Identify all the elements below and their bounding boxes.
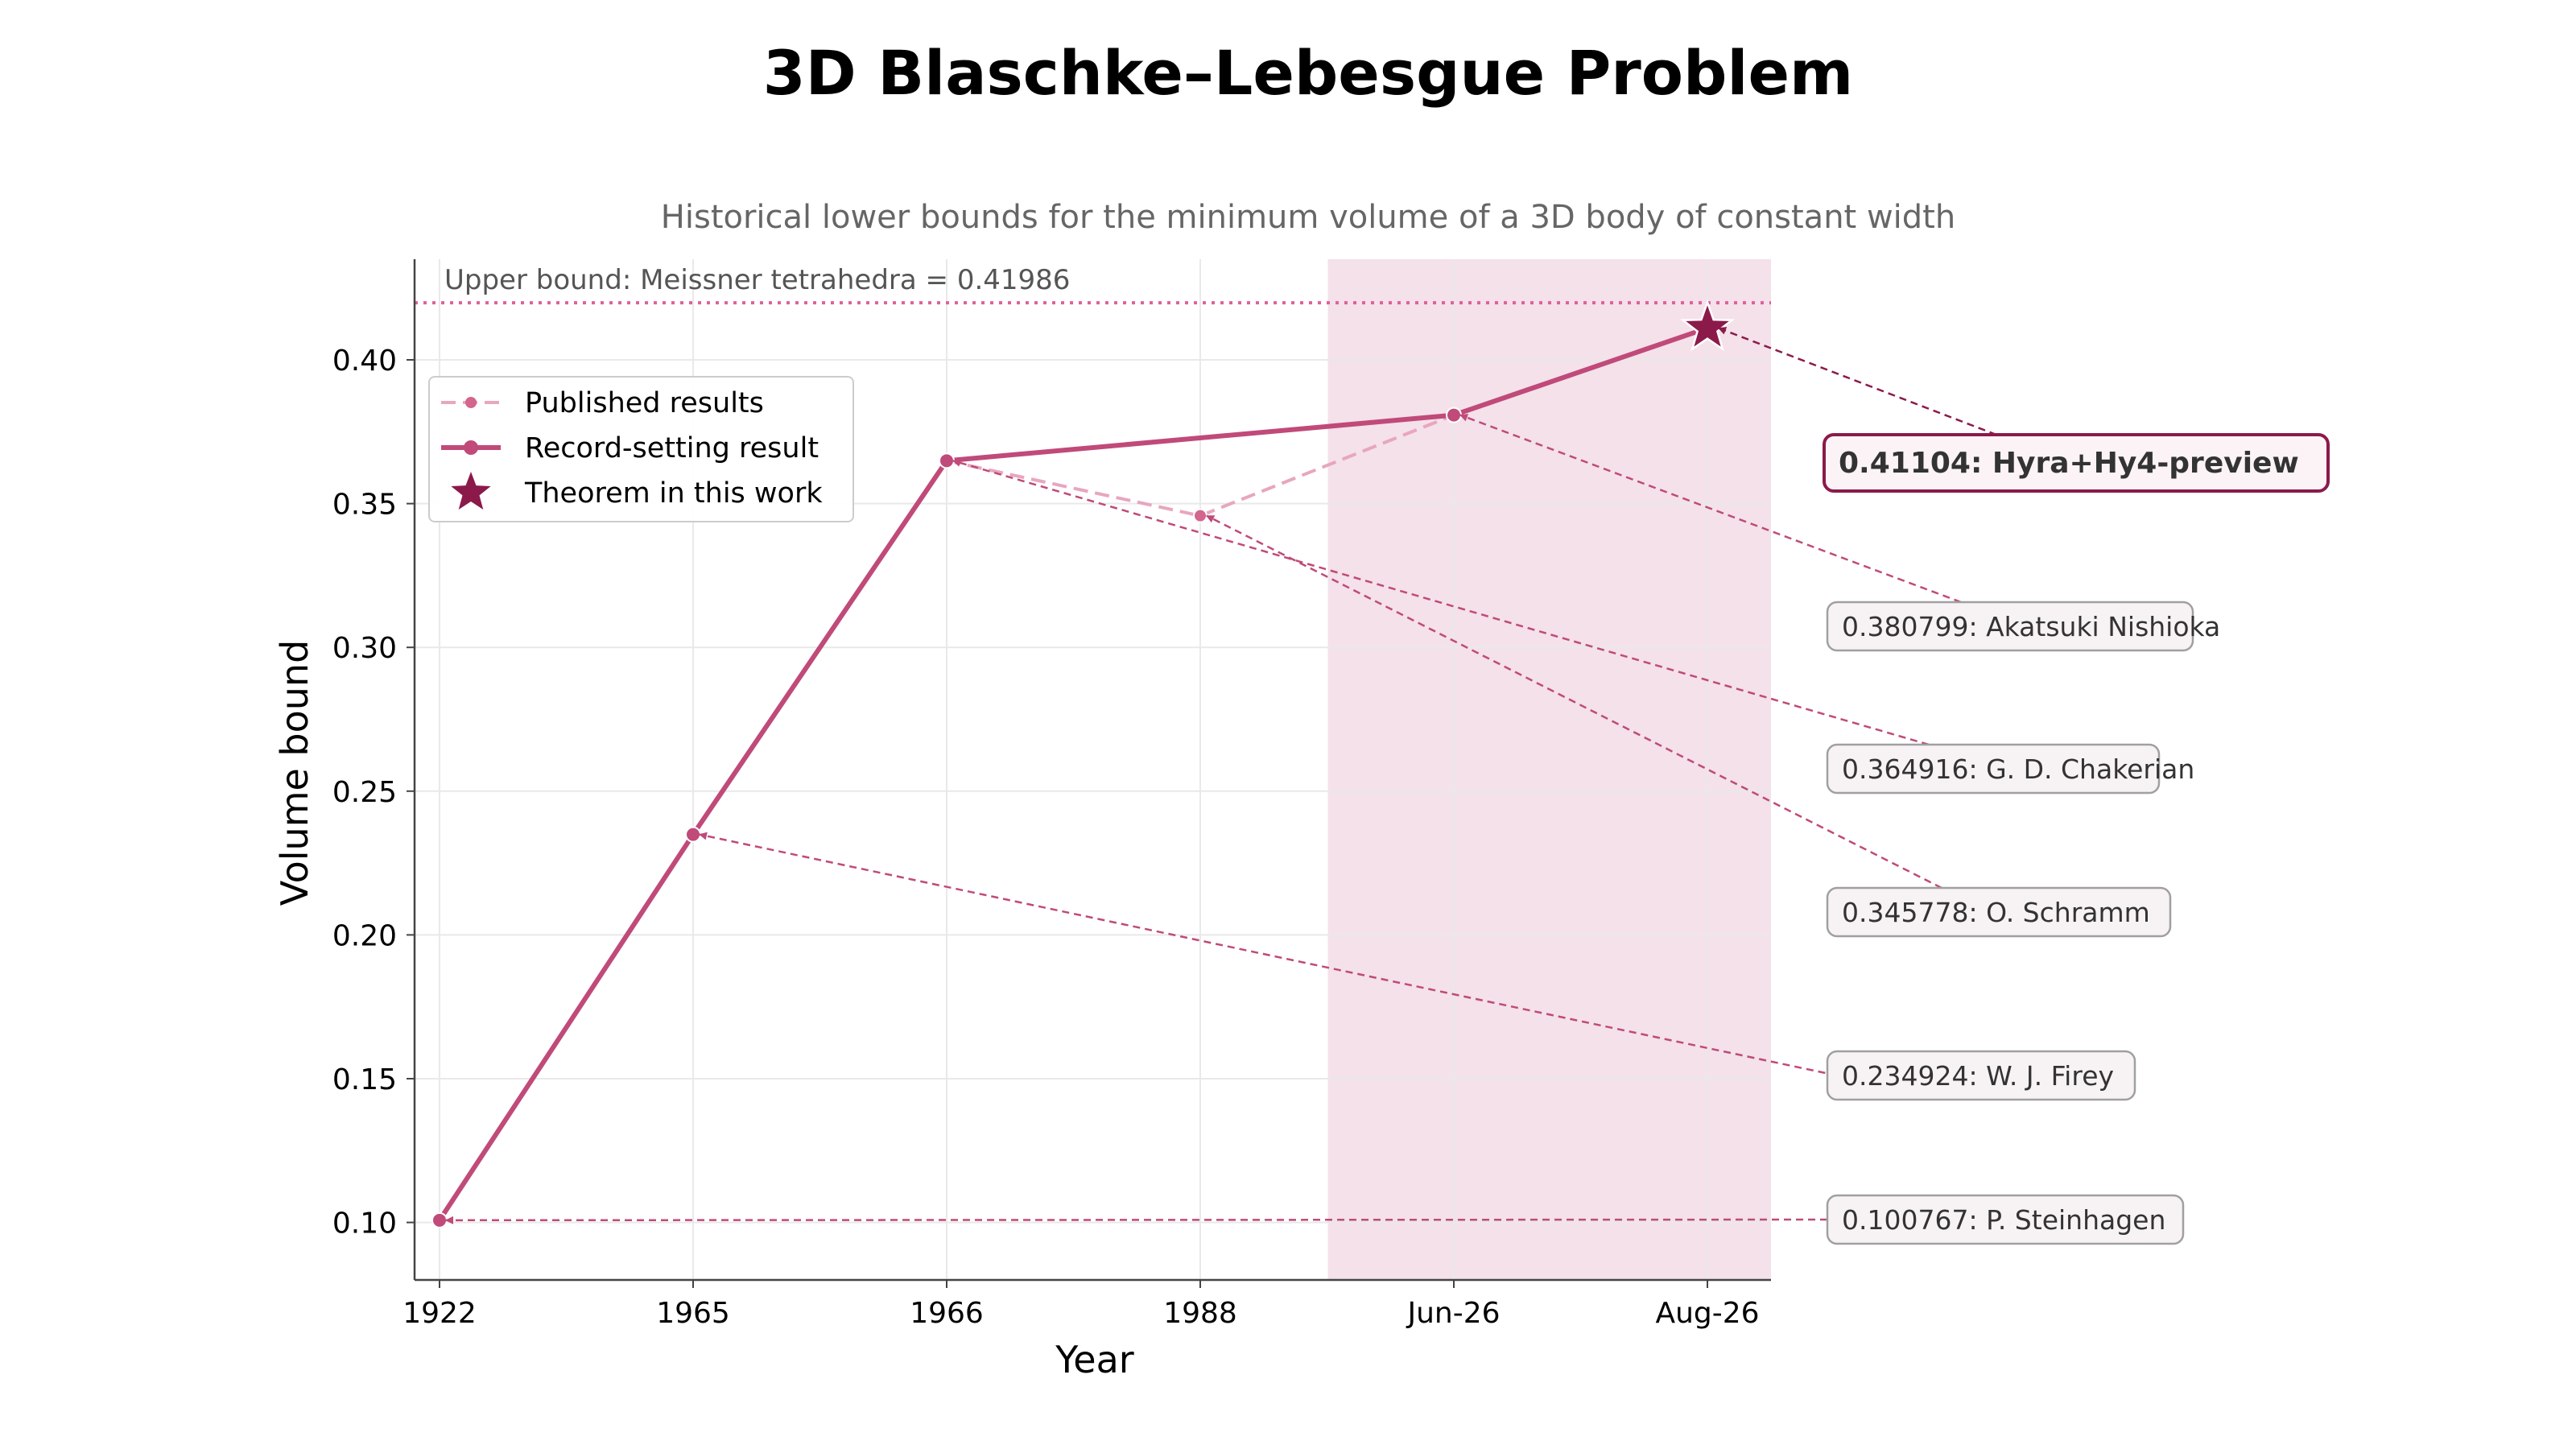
- annotation-box-layer: 0.41104: Hyra+Hy4-preview 0.380799: Akats…: [1823, 433, 2330, 1245]
- annotation-box-akatsuki-nishioka: [1826, 601, 2194, 652]
- annotation-arrow-akatsuki-nishioka: [1459, 414, 1962, 604]
- annotation-arrow-hyra-hy4-preview: [1718, 327, 1997, 436]
- x-tick-label-aug-26: Aug-26: [1655, 1297, 1759, 1330]
- annotation-label-p-steinhagen: 0.100767: P. Steinhagen: [1842, 1204, 2165, 1236]
- annotation-box-g-d-chakerian: [1826, 743, 2161, 795]
- annotation-label-hyra-hy4-preview: 0.41104: Hyra+Hy4-preview: [1839, 447, 2299, 480]
- y-tick-label-0-35: 0.35: [332, 489, 397, 522]
- legend-label-theorem: Theorem in this work: [524, 477, 823, 510]
- highlight-region: [1327, 259, 1771, 1280]
- record-point-1922: [431, 1212, 448, 1228]
- y-tick-label-0-25: 0.25: [332, 776, 397, 809]
- annotation-box-o-schramm: [1826, 886, 2172, 938]
- x-tick-label-1922: 1922: [402, 1297, 477, 1330]
- highlight-region-layer: [1327, 259, 1771, 1280]
- x-tick-label-jun-26: Jun-26: [1406, 1297, 1500, 1330]
- y-tick-label-0-40: 0.40: [332, 345, 397, 378]
- annotation-label-w-j-firey: 0.234924: W. J. Firey: [1842, 1060, 2114, 1092]
- annotation-label-o-schramm: 0.345778: O. Schramm: [1842, 897, 2150, 928]
- chart-subtitle: Historical lower bounds for the minimum …: [661, 199, 1955, 236]
- annotation-arrow-w-j-firey: [699, 832, 1838, 1077]
- chart-title: 3D Blaschke–Lebesgue Problem: [763, 37, 1853, 109]
- record-point-1966: [939, 452, 955, 469]
- upper-bound-label: Upper bound: Meissner tetrahedra = 0.419…: [444, 264, 1070, 296]
- x-tick-label-1965: 1965: [656, 1297, 730, 1330]
- annotation-arrow-layer: [445, 327, 1997, 1224]
- y-tick-label-0-30: 0.30: [332, 632, 397, 665]
- record-point-jun-26: [1446, 407, 1462, 423]
- published-point-1988: [1193, 508, 1208, 523]
- annotation-box-hyra-hy4-preview: [1823, 433, 2330, 493]
- legend-marker-theorem-star: [451, 472, 491, 510]
- series-layer: [431, 299, 1735, 1228]
- legend-label-published: Published results: [525, 387, 764, 419]
- upper-bound-layer: Upper bound: Meissner tetrahedra = 0.419…: [415, 264, 1771, 305]
- annotation-label-g-d-chakerian: 0.364916: G. D. Chakerian: [1842, 753, 2194, 785]
- annotation-arrow-g-d-chakerian: [952, 459, 1930, 746]
- record-point-1965: [685, 826, 701, 843]
- x-tick-label-1988: 1988: [1163, 1297, 1237, 1330]
- x-tick-label-1966: 1966: [910, 1297, 984, 1330]
- axes-layer: 1922 1965 1966 1988 Jun-26 Aug-26 0.10 0.15 0.20…: [332, 259, 1771, 1330]
- annotation-box-p-steinhagen: [1826, 1194, 2185, 1245]
- legend-marker-record: [464, 440, 478, 455]
- x-axis-label: Year: [1055, 1338, 1133, 1381]
- y-tick-label-0-10: 0.10: [332, 1208, 397, 1241]
- legend-marker-published: [465, 397, 477, 408]
- legend: Published results Record-setting result Th…: [428, 376, 854, 522]
- annotation-label-akatsuki-nishioka: 0.380799: Akatsuki Nishioka: [1842, 611, 2220, 642]
- annotation-arrow-o-schramm: [1206, 514, 1942, 890]
- annotation-box-w-j-firey: [1826, 1050, 2136, 1101]
- legend-label-record: Record-setting result: [525, 432, 819, 464]
- theorem-star-marker: [1680, 299, 1735, 352]
- y-tick-label-0-20: 0.20: [332, 919, 397, 952]
- y-axis-label: Volume bound: [273, 640, 316, 906]
- legend-frame: [428, 376, 854, 522]
- y-tick-label-0-15: 0.15: [332, 1063, 397, 1096]
